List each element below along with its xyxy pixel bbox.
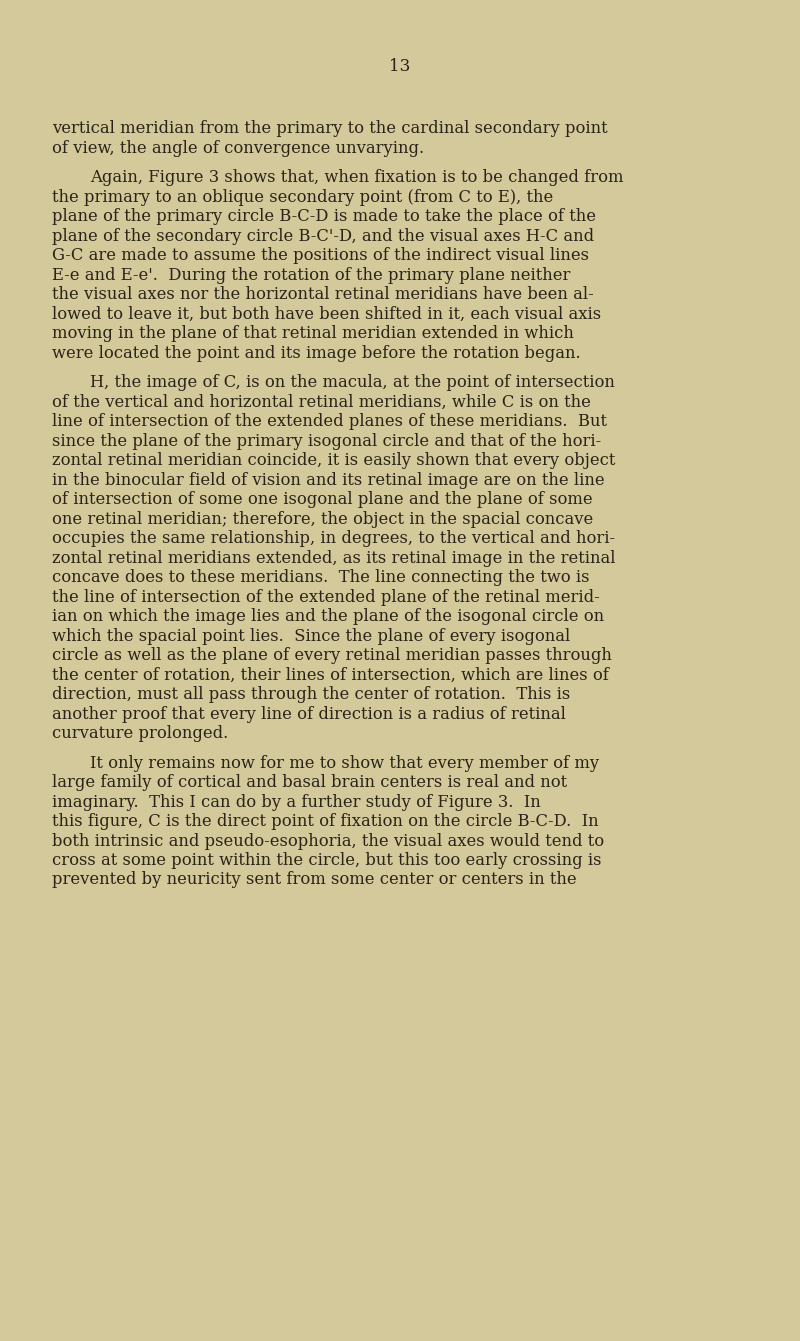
Text: vertical meridian from the primary to the cardinal secondary point: vertical meridian from the primary to th… [52, 119, 608, 137]
Text: were located the point and its image before the rotation began.: were located the point and its image bef… [52, 345, 581, 362]
Text: zontal retinal meridians extended, as its retinal image in the retinal: zontal retinal meridians extended, as it… [52, 550, 615, 566]
Text: cross at some point within the circle, but this too early crossing is: cross at some point within the circle, b… [52, 852, 602, 869]
Text: H, the image of C, is on the macula, at the point of intersection: H, the image of C, is on the macula, at … [90, 374, 615, 392]
Text: large family of cortical and basal brain centers is real and not: large family of cortical and basal brain… [52, 774, 567, 791]
Text: moving in the plane of that retinal meridian extended in which: moving in the plane of that retinal meri… [52, 325, 574, 342]
Text: of intersection of some one isogonal plane and the plane of some: of intersection of some one isogonal pla… [52, 491, 593, 508]
Text: G-C are made to assume the positions of the indirect visual lines: G-C are made to assume the positions of … [52, 247, 589, 264]
Text: concave does to these meridians.  The line connecting the two is: concave does to these meridians. The lin… [52, 569, 590, 586]
Text: both intrinsic and pseudo-esophoria, the visual axes would tend to: both intrinsic and pseudo-esophoria, the… [52, 833, 604, 849]
Text: plane of the secondary circle B-C'-D, and the visual axes H-C and: plane of the secondary circle B-C'-D, an… [52, 228, 594, 244]
Text: of the vertical and horizontal retinal meridians, while C is on the: of the vertical and horizontal retinal m… [52, 393, 591, 410]
Text: plane of the primary circle B-C-D is made to take the place of the: plane of the primary circle B-C-D is mad… [52, 208, 596, 225]
Text: Again, Figure 3 shows that, when fixation is to be changed from: Again, Figure 3 shows that, when fixatio… [90, 169, 623, 186]
Text: of view, the angle of convergence unvarying.: of view, the angle of convergence unvary… [52, 139, 424, 157]
Text: another proof that every line of direction is a radius of retinal: another proof that every line of directi… [52, 705, 566, 723]
Text: one retinal meridian; therefore, the object in the spacial concave: one retinal meridian; therefore, the obj… [52, 511, 594, 527]
Text: occupies the same relationship, in degrees, to the vertical and hori-: occupies the same relationship, in degre… [52, 530, 615, 547]
Text: the line of intersection of the extended plane of the retinal merid-: the line of intersection of the extended… [52, 589, 600, 606]
Text: since the plane of the primary isogonal circle and that of the hori-: since the plane of the primary isogonal … [52, 433, 602, 449]
Text: imaginary.  This I can do by a further study of Figure 3.  In: imaginary. This I can do by a further st… [52, 794, 541, 810]
Text: the primary to an oblique secondary point (from C to E), the: the primary to an oblique secondary poin… [52, 189, 554, 205]
Text: It only remains now for me to show that every member of my: It only remains now for me to show that … [90, 755, 599, 771]
Text: ian on which the image lies and the plane of the isogonal circle on: ian on which the image lies and the plan… [52, 607, 604, 625]
Text: the center of rotation, their lines of intersection, which are lines of: the center of rotation, their lines of i… [52, 666, 609, 684]
Text: line of intersection of the extended planes of these meridians.  But: line of intersection of the extended pla… [52, 413, 607, 430]
Text: the visual axes nor the horizontal retinal meridians have been al-: the visual axes nor the horizontal retin… [52, 286, 594, 303]
Text: lowed to leave it, but both have been shifted in it, each visual axis: lowed to leave it, but both have been sh… [52, 306, 601, 322]
Text: in the binocular field of vision and its retinal image are on the line: in the binocular field of vision and its… [52, 472, 605, 488]
Text: direction, must all pass through the center of rotation.  This is: direction, must all pass through the cen… [52, 687, 570, 703]
Text: zontal retinal meridian coincide, it is easily shown that every object: zontal retinal meridian coincide, it is … [52, 452, 615, 469]
Text: circle as well as the plane of every retinal meridian passes through: circle as well as the plane of every ret… [52, 646, 612, 664]
Text: which the spacial point lies.  Since the plane of every isogonal: which the spacial point lies. Since the … [52, 628, 570, 645]
Text: prevented by neuricity sent from some center or centers in the: prevented by neuricity sent from some ce… [52, 872, 577, 889]
Text: E-e and E-e'.  During the rotation of the primary plane neither: E-e and E-e'. During the rotation of the… [52, 267, 570, 283]
Text: 13: 13 [390, 58, 410, 75]
Text: curvature prolonged.: curvature prolonged. [52, 725, 228, 742]
Text: this figure, C is the direct point of fixation on the circle B-C-D.  In: this figure, C is the direct point of fi… [52, 813, 598, 830]
